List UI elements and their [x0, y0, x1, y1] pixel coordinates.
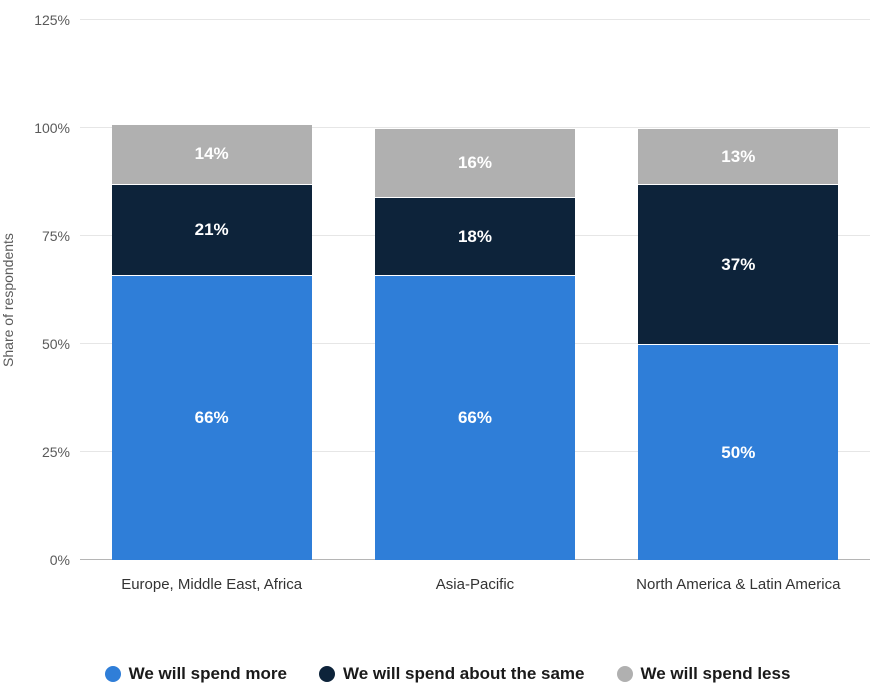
- stacked-bar-chart: Share of respondents 0% 25% 50% 75% 100% 125%…: [0, 0, 895, 626]
- y-tick-label: 0%: [50, 552, 80, 568]
- bar-group-container: 14%21%66%16%18%66%13%37%50%: [80, 20, 870, 560]
- bar-segment-spend_more: 66%: [375, 275, 575, 560]
- legend-swatch: [105, 666, 121, 682]
- legend-label: We will spend more: [129, 664, 287, 684]
- y-tick-label: 125%: [34, 12, 80, 28]
- x-axis-label: Europe, Middle East, Africa: [102, 566, 322, 626]
- x-axis-label: North America & Latin America: [628, 566, 848, 626]
- bar-column: 14%21%66%: [112, 20, 312, 560]
- legend-swatch: [319, 666, 335, 682]
- legend-item-spend_same: We will spend about the same: [319, 664, 585, 684]
- y-tick-label: 75%: [42, 228, 80, 244]
- y-tick-label: 25%: [42, 444, 80, 460]
- y-tick-label: 50%: [42, 336, 80, 352]
- bar-segment-spend_more: 66%: [112, 275, 312, 560]
- bar-segment-spend_less: 14%: [112, 124, 312, 184]
- legend-swatch: [617, 666, 633, 682]
- bar-segment-spend_same: 21%: [112, 184, 312, 275]
- bar-column: 16%18%66%: [375, 20, 575, 560]
- legend-label: We will spend less: [641, 664, 791, 684]
- legend-item-spend_more: We will spend more: [105, 664, 287, 684]
- bar-segment-spend_same: 18%: [375, 197, 575, 275]
- bar-column: 13%37%50%: [638, 20, 838, 560]
- y-tick-label: 100%: [34, 120, 80, 136]
- bar-segment-spend_same: 37%: [638, 184, 838, 344]
- legend-item-spend_less: We will spend less: [617, 664, 791, 684]
- x-axis-labels: Europe, Middle East, Africa Asia-Pacific N…: [80, 566, 870, 626]
- legend: We will spend more We will spend about th…: [0, 664, 895, 684]
- y-axis-title: Share of respondents: [0, 233, 16, 367]
- bar-segment-spend_less: 16%: [375, 128, 575, 197]
- bar-segment-spend_more: 50%: [638, 344, 838, 560]
- x-axis-label: Asia-Pacific: [365, 566, 585, 626]
- bar-segment-spend_less: 13%: [638, 128, 838, 184]
- plot-area: 0%25%50%75%100%125% 14%21%66%16%18%66%13…: [80, 20, 870, 560]
- legend-label: We will spend about the same: [343, 664, 585, 684]
